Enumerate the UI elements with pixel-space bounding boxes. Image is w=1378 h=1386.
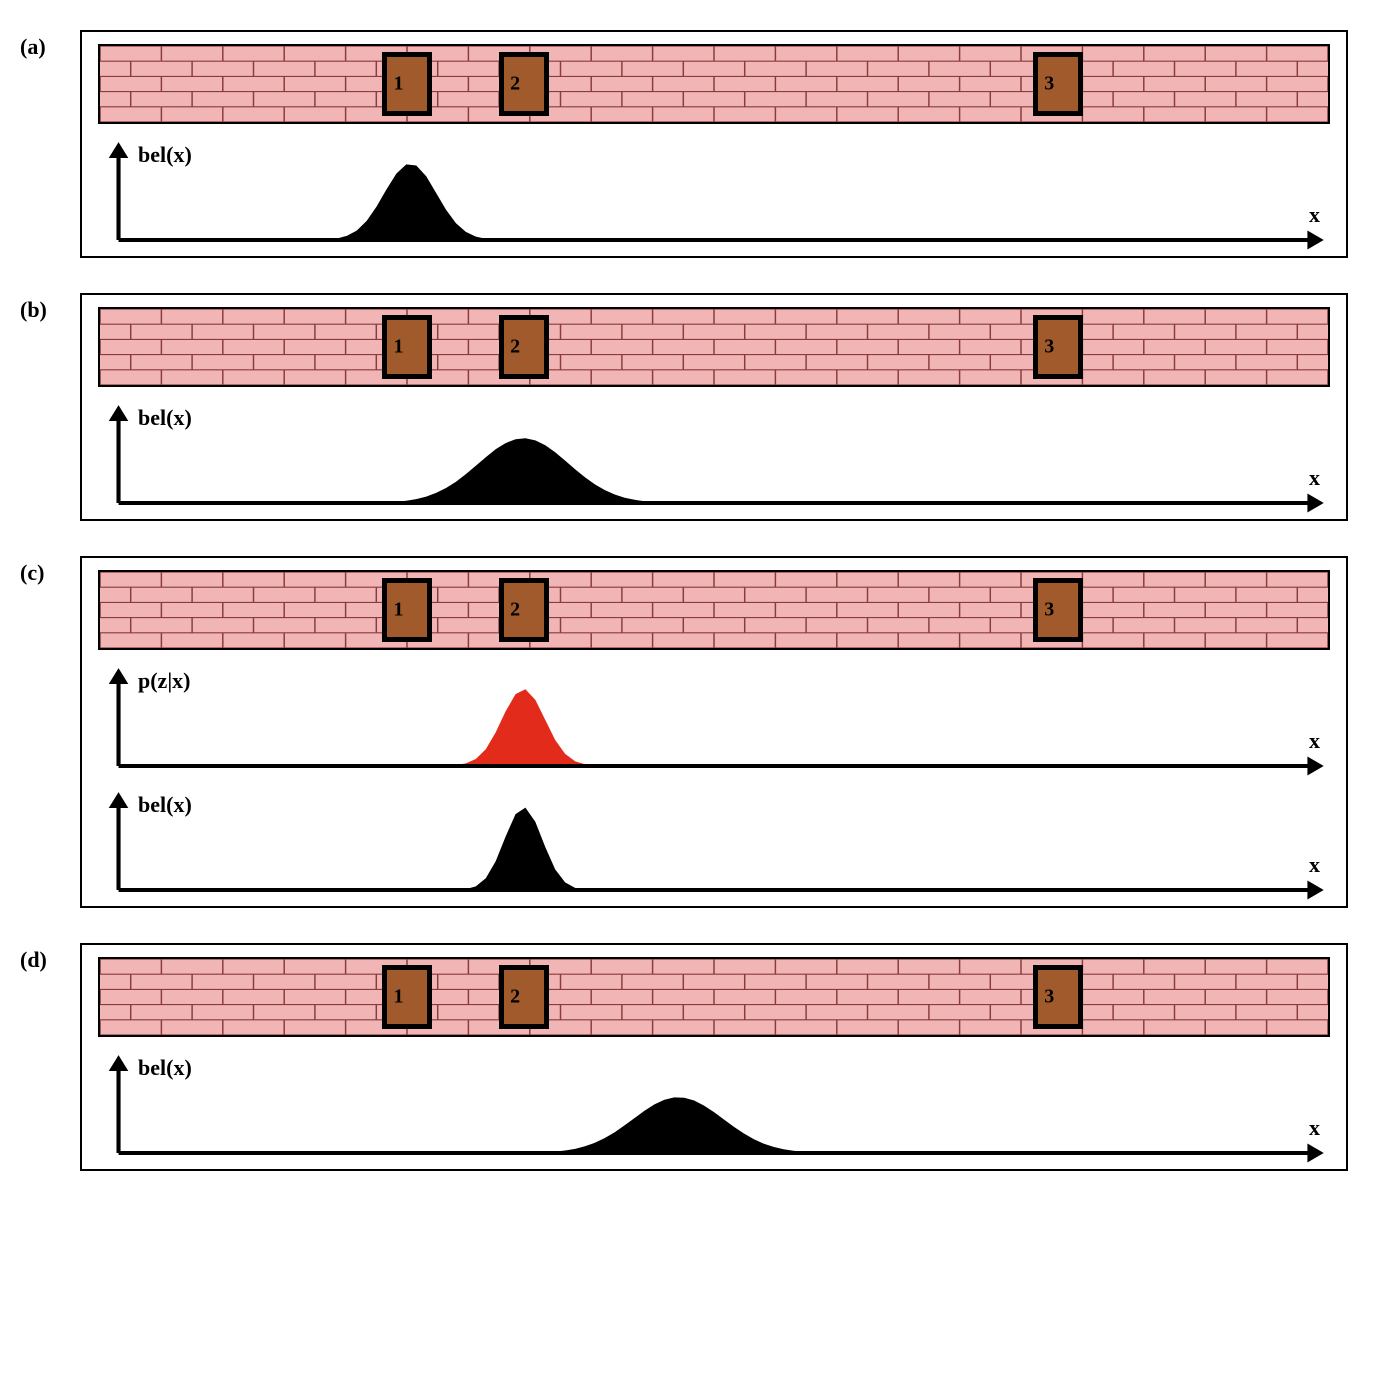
y-axis-label: bel(x) [138,405,192,431]
door-label: 2 [510,73,520,96]
door-3: 3 [1033,965,1083,1029]
door-label: 3 [1044,73,1054,96]
panel: 1 2 3 bel(x) x [80,293,1348,521]
door-2: 2 [499,965,549,1029]
door-2: 2 [499,315,549,379]
y-axis-label: p(z|x) [138,668,191,694]
x-axis-label: x [1309,465,1320,491]
y-axis-label: bel(x) [138,1055,192,1081]
door-label: 1 [393,73,403,96]
belief-chart: bel(x) x [98,1051,1330,1161]
y-axis-label: bel(x) [138,142,192,168]
panel: 1 2 3 bel(x) x [80,30,1348,258]
panel: 1 2 3 p(z|x) x [80,556,1348,908]
brick-wall: 1 2 3 [98,307,1330,387]
panel-tag: (d) [20,943,80,973]
belief-chart: bel(x) x [98,138,1330,248]
panel-row: (a) 1 2 3 [20,30,1348,258]
x-axis-label: x [1309,728,1320,754]
door-3: 3 [1033,315,1083,379]
brick-wall: 1 2 3 [98,44,1330,124]
door-3: 3 [1033,52,1083,116]
belief-chart: bel(x) x [98,401,1330,511]
door-label: 1 [393,986,403,1009]
panel-row: (c) 1 2 3 [20,556,1348,908]
door-label: 2 [510,599,520,622]
door-2: 2 [499,52,549,116]
door-2: 2 [499,578,549,642]
x-axis-label: x [1309,852,1320,878]
door-3: 3 [1033,578,1083,642]
brick-wall: 1 2 3 [98,957,1330,1037]
door-label: 2 [510,986,520,1009]
panel-row: (b) 1 2 3 [20,293,1348,521]
door-label: 3 [1044,336,1054,359]
belief-chart: p(z|x) x [98,664,1330,774]
door-label: 1 [393,336,403,359]
door-label: 2 [510,336,520,359]
panel: 1 2 3 bel(x) x [80,943,1348,1171]
panel-row: (d) 1 2 3 [20,943,1348,1171]
door-1: 1 [382,315,432,379]
y-axis-label: bel(x) [138,792,192,818]
door-label: 3 [1044,986,1054,1009]
door-1: 1 [382,578,432,642]
panel-tag: (b) [20,293,80,323]
brick-wall: 1 2 3 [98,570,1330,650]
belief-chart: bel(x) x [98,788,1330,898]
door-label: 1 [393,599,403,622]
door-1: 1 [382,52,432,116]
door-1: 1 [382,965,432,1029]
x-axis-label: x [1309,202,1320,228]
panel-tag: (a) [20,30,80,60]
door-label: 3 [1044,599,1054,622]
panel-tag: (c) [20,556,80,586]
x-axis-label: x [1309,1115,1320,1141]
